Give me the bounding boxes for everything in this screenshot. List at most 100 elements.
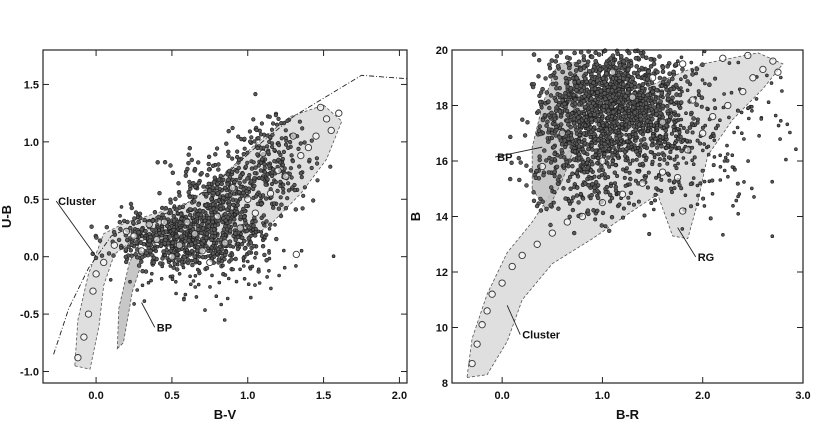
field-star	[203, 202, 209, 208]
field-star	[644, 155, 649, 160]
field-star	[208, 285, 212, 289]
field-star	[108, 277, 113, 282]
field-star	[638, 142, 644, 148]
field-star	[626, 87, 631, 92]
field-star	[566, 178, 571, 184]
y-tick-labels: 8 10 12 14 16 18 20	[436, 45, 449, 390]
field-star	[300, 126, 305, 131]
data-point	[206, 258, 214, 267]
field-star	[673, 134, 678, 138]
field-star	[242, 214, 247, 220]
field-star	[624, 133, 628, 137]
field-star	[573, 97, 578, 102]
field-star	[221, 233, 225, 238]
field-star	[583, 104, 588, 110]
field-star	[636, 169, 641, 174]
field-star	[133, 210, 139, 215]
field-star	[262, 162, 267, 167]
field-star	[561, 186, 566, 191]
field-star	[778, 137, 782, 141]
field-star	[226, 276, 231, 281]
data-point	[175, 241, 184, 249]
field-star	[215, 146, 220, 151]
field-star	[97, 238, 103, 243]
field-star	[691, 162, 696, 166]
field-star	[215, 252, 219, 256]
field-star	[271, 205, 276, 210]
field-star	[269, 286, 273, 291]
field-star	[677, 130, 682, 135]
data-point	[274, 166, 282, 175]
field-star	[599, 223, 604, 228]
field-star	[548, 203, 553, 208]
field-star	[597, 67, 603, 72]
field-star	[623, 154, 628, 159]
field-star	[664, 123, 669, 129]
field-star	[251, 186, 256, 192]
field-star	[211, 190, 216, 196]
field-star	[606, 228, 612, 234]
field-star	[238, 267, 242, 272]
data-point	[478, 321, 486, 329]
field-star	[182, 297, 186, 302]
field-star	[576, 139, 581, 144]
field-star	[674, 100, 679, 105]
field-star	[661, 95, 665, 100]
field-star	[266, 150, 271, 155]
field-star	[508, 176, 513, 182]
field-star	[554, 164, 560, 170]
field-star	[248, 139, 253, 144]
field-star	[242, 264, 246, 268]
field-star	[241, 206, 246, 212]
field-star	[711, 163, 716, 168]
field-star	[592, 134, 596, 139]
field-star	[601, 137, 606, 142]
field-star	[226, 177, 231, 183]
field-star	[265, 144, 270, 149]
field-star	[614, 76, 619, 81]
field-star	[590, 162, 595, 167]
data-point	[498, 279, 506, 287]
field-star	[260, 244, 266, 249]
field-star	[780, 89, 784, 93]
annotation-cluster-pointer	[506, 305, 521, 335]
field-star	[778, 75, 783, 80]
field-star	[553, 59, 559, 64]
field-star	[276, 150, 282, 155]
field-star	[627, 182, 632, 187]
field-star	[628, 176, 633, 182]
field-star	[648, 113, 653, 118]
data-point	[744, 51, 752, 60]
field-star	[163, 253, 167, 257]
field-star	[285, 196, 290, 201]
field-star	[216, 177, 222, 182]
field-star	[250, 264, 255, 269]
field-star	[621, 206, 626, 211]
field-star	[151, 260, 157, 265]
data-point	[598, 198, 607, 207]
field-star	[190, 216, 195, 220]
field-star	[210, 185, 216, 190]
field-star	[609, 195, 615, 201]
field-star	[168, 200, 173, 205]
field-star	[255, 145, 260, 151]
field-star	[739, 110, 744, 115]
field-star	[626, 201, 631, 206]
field-star	[566, 130, 571, 135]
field-star	[695, 202, 700, 207]
field-star	[587, 69, 592, 74]
field-star	[262, 235, 267, 239]
field-star	[678, 123, 683, 128]
field-star	[273, 180, 279, 185]
field-star	[617, 124, 622, 129]
field-star	[142, 217, 147, 223]
field-star	[621, 140, 626, 145]
field-star	[241, 187, 246, 192]
field-star	[199, 171, 204, 176]
field-star	[646, 82, 650, 87]
field-star	[208, 253, 213, 258]
field-star	[580, 196, 586, 201]
field-star	[129, 205, 135, 211]
cluster-star-points	[74, 103, 343, 362]
data-point	[92, 270, 100, 278]
